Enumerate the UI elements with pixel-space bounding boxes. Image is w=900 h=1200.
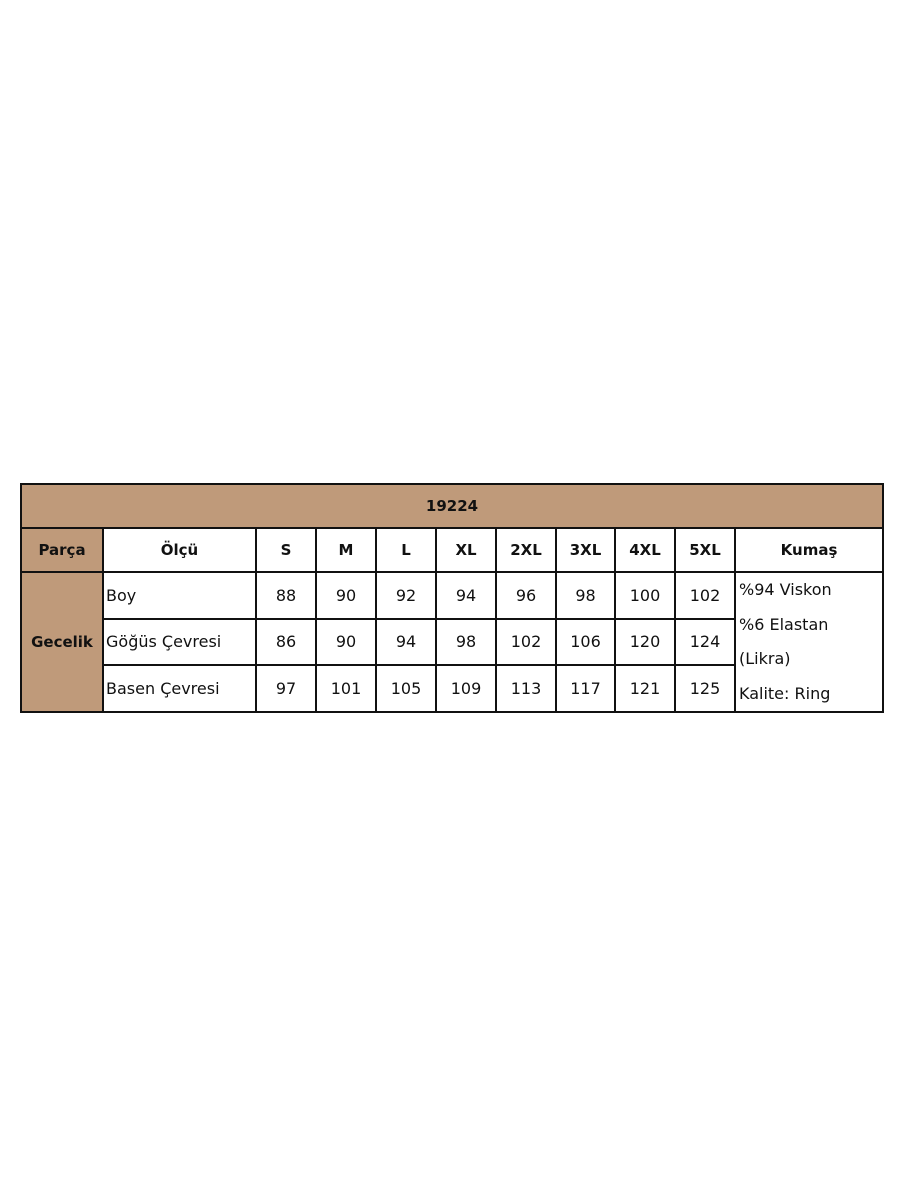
measure-value: 100 <box>614 571 676 620</box>
fabric-info: %94 Viskon %6 Elastan (Likra) Kalite: Ring <box>733 571 885 713</box>
measure-value: 92 <box>375 571 437 620</box>
measure-label: Basen Çevresi <box>102 664 257 713</box>
measure-value: 102 <box>495 617 557 667</box>
measure-value: 121 <box>614 664 676 713</box>
fabric-line: %6 Elastan <box>739 614 829 634</box>
header-size-xl: XL <box>435 527 497 573</box>
fabric-line: Kalite: Ring <box>739 683 831 703</box>
measure-value: 97 <box>255 664 317 713</box>
measure-value: 94 <box>435 571 497 620</box>
measure-value: 125 <box>674 664 736 713</box>
measure-value: 86 <box>255 617 317 667</box>
header-fabric: Kumaş <box>733 527 885 573</box>
measure-label: Göğüs Çevresi <box>102 617 257 667</box>
header-size-2xl: 2XL <box>495 527 557 573</box>
fabric-line: %94 Viskon <box>739 580 832 599</box>
measure-value: 120 <box>614 617 676 667</box>
measure-value: 96 <box>495 571 557 620</box>
header-measure: Ölçü <box>102 527 257 573</box>
measure-value: 105 <box>375 664 437 713</box>
measure-value: 90 <box>315 617 377 667</box>
header-size-l: L <box>375 527 437 573</box>
measure-value: 102 <box>674 571 736 620</box>
table-row: Göğüs Çevresi 86 90 94 98 102 106 120 124 <box>21 617 883 667</box>
header-size-s: S <box>255 527 317 573</box>
measure-label: Boy <box>102 571 257 620</box>
header-size-m: M <box>315 527 377 573</box>
measure-value: 106 <box>555 617 616 667</box>
measure-value: 88 <box>255 571 317 620</box>
measure-value: 101 <box>315 664 377 713</box>
header-size-4xl: 4XL <box>614 527 676 573</box>
measure-value: 98 <box>435 617 497 667</box>
measure-value: 90 <box>315 571 377 620</box>
measure-value: 113 <box>495 664 557 713</box>
table-row: Gecelik Boy 88 90 92 94 96 98 100 102 %94 Viskon %6… <box>20 571 885 713</box>
measure-value: 117 <box>555 664 616 713</box>
fabric-line: (Likra) <box>739 649 791 668</box>
part-name: Gecelik <box>20 571 104 713</box>
table-row: Basen Çevresi 97 101 105 109 113 117 121 125 <box>21 664 883 713</box>
measure-value: 109 <box>435 664 497 713</box>
header-part: Parça <box>20 527 104 573</box>
header-size-5xl: 5XL <box>674 527 736 573</box>
measure-value: 98 <box>555 571 616 620</box>
product-code-title: 19224 <box>19 483 885 529</box>
measure-value: 124 <box>674 617 736 667</box>
measure-value: 94 <box>375 617 437 667</box>
size-chart-table: 19224 Parça Ölçü S M L XL 2XL 3XL 4XL 5XL Kumaş … <box>19 483 885 713</box>
header-size-3xl: 3XL <box>555 527 616 573</box>
